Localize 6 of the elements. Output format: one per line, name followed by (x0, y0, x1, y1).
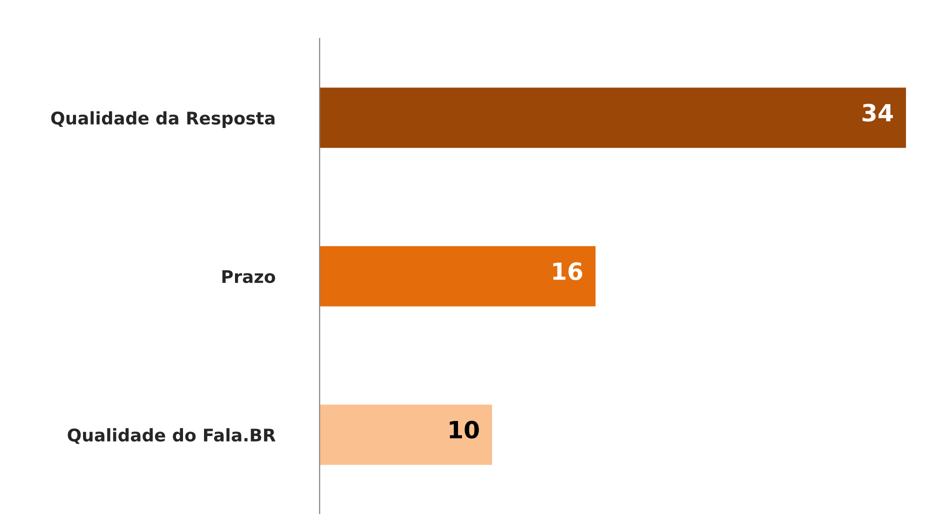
y-tick-label: Prazo (222, 270, 276, 284)
data-label: 16 (553, 262, 582, 280)
data-label: 10 (450, 420, 479, 439)
y-tick-label: Qualidade da Resposta (51, 111, 274, 128)
y-tick-label: Qualidade do Fala.BR (68, 428, 276, 444)
data-label: 34 (862, 104, 893, 122)
